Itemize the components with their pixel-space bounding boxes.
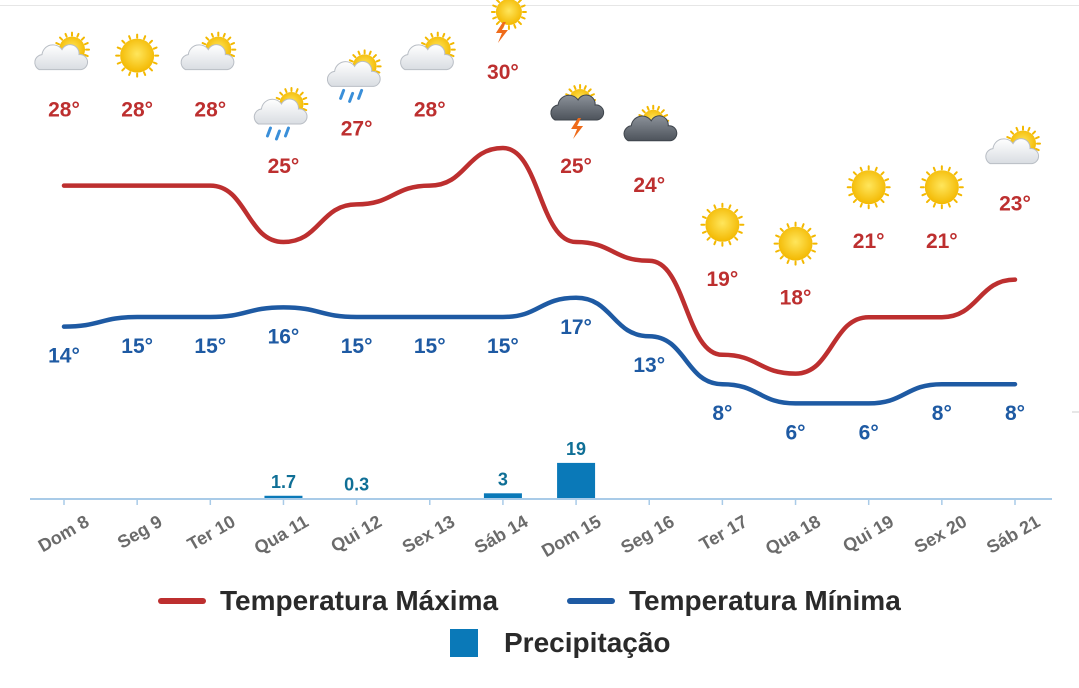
x-tick-label: Ter 10 — [184, 511, 239, 554]
x-axis: Dom 8 Seg 9 Ter 10 Qua 11 Qui 12 Sex 13 Sáb 14… — [30, 411, 1079, 561]
x-tick-label: Sáb 21 — [983, 511, 1043, 557]
sun-icon — [919, 165, 964, 210]
sun-cloud-icon — [34, 31, 90, 71]
min-temp-label: 8° — [712, 402, 732, 425]
max-temp-label: 28° — [194, 99, 226, 122]
max-temp-label: 27° — [341, 117, 373, 140]
sun-icon — [773, 221, 818, 266]
precip-bar[interactable] — [483, 493, 522, 499]
x-tick-label: Qui 19 — [839, 511, 897, 556]
sun-cloud-icon — [180, 31, 237, 71]
legend-item-min[interactable]: Temperatura Mínima — [567, 585, 901, 617]
x-tick-label: Sex 13 — [399, 511, 458, 557]
sun-icon — [115, 33, 160, 78]
temperature-lines — [61, 145, 1018, 406]
legend-swatch-min — [567, 598, 615, 604]
legend-label-min: Temperatura Mínima — [629, 585, 901, 616]
max-temp-label: 21° — [853, 230, 885, 253]
x-tick-label: Seg 16 — [617, 511, 677, 557]
min-temp-label: 15° — [121, 335, 153, 358]
x-tick-label: Qua 11 — [251, 511, 312, 558]
max-temp-label: 28° — [121, 99, 153, 122]
sun-icon — [700, 202, 745, 247]
sun-rain-cloud-icon — [326, 49, 382, 103]
sun-cloud-icon — [400, 31, 456, 71]
precip-label: 19 — [566, 439, 586, 459]
top-divider — [0, 5, 1079, 6]
x-tick-label: Seg 9 — [114, 511, 166, 552]
sun-icon — [846, 165, 891, 210]
max-temp-label: 25° — [560, 155, 592, 178]
precip-label: 0.3 — [344, 474, 369, 494]
data-labels: 28° 28° 28° 25° 27° 28° 30° 25° 24° 19° 18° 21° 21° 2… — [48, 61, 1031, 444]
max-temp-label: 25° — [268, 155, 300, 178]
max-temp-label: 18° — [780, 287, 812, 310]
min-temp-label: 15° — [341, 335, 373, 358]
precip-label: 3 — [498, 469, 508, 489]
max-temp-label: 21° — [926, 230, 958, 253]
min-temp-label: 6° — [785, 421, 805, 444]
min-temp-label: 8° — [932, 402, 952, 425]
precipitation-bars: 1.7 0.3 3 19 — [264, 439, 596, 500]
x-tick-label: Qui 12 — [327, 511, 385, 556]
max-temp-line[interactable] — [61, 145, 1018, 376]
max-temp-label: 24° — [633, 174, 665, 197]
legend-item-precip[interactable]: Precipitação — [450, 627, 671, 659]
dark-cloud-icon — [623, 104, 678, 142]
legend-swatch-max — [158, 598, 206, 604]
precip-label: 1.7 — [271, 472, 296, 492]
sun-rain-cloud-icon — [253, 87, 309, 141]
x-tick-label: Qua 18 — [762, 511, 824, 558]
min-temp-label: 16° — [268, 325, 300, 348]
legend-label-max: Temperatura Máxima — [220, 585, 499, 616]
precip-bar[interactable] — [557, 462, 596, 499]
x-tick-label: Dom 15 — [538, 511, 604, 561]
max-temp-label: 28° — [48, 99, 80, 122]
min-temp-label: 15° — [194, 335, 226, 358]
min-temp-line[interactable] — [61, 295, 1018, 406]
legend-swatch-precip — [450, 629, 478, 657]
x-tick-label: Ter 17 — [696, 511, 751, 554]
x-tick-label: Sáb 14 — [471, 511, 531, 557]
max-temp-label: 30° — [487, 61, 519, 84]
legend-label-precip: Precipitação — [504, 627, 671, 658]
min-temp-label: 13° — [633, 354, 665, 377]
max-temp-label: 23° — [999, 193, 1031, 216]
x-tick-label: Dom 8 — [35, 511, 93, 556]
sun-cloud-icon — [985, 125, 1041, 165]
min-temp-label: 6° — [859, 421, 879, 444]
sun-storm-icon — [490, 0, 527, 43]
storm-cloud-icon — [550, 84, 605, 139]
min-temp-label: 15° — [414, 335, 446, 358]
x-tick-label: Sex 20 — [911, 511, 970, 557]
max-temp-label: 28° — [414, 99, 446, 122]
legend-item-max[interactable]: Temperatura Máxima — [158, 585, 498, 617]
min-temp-label: 17° — [560, 316, 592, 339]
min-temp-label: 8° — [1005, 402, 1025, 425]
weather-icons — [34, 0, 1041, 266]
max-temp-label: 19° — [707, 268, 739, 291]
legend: Temperatura Máxima Temperatura Mínima Pr… — [0, 575, 1079, 685]
min-temp-label: 14° — [48, 345, 80, 368]
precip-bar[interactable] — [264, 495, 303, 499]
min-temp-label: 15° — [487, 335, 519, 358]
